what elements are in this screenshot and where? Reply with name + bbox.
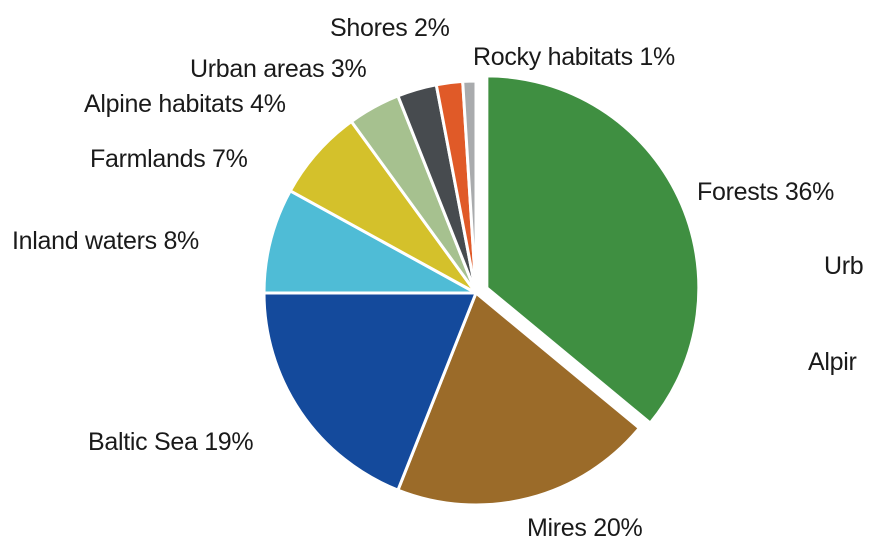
slice-label: Baltic Sea 19% bbox=[88, 428, 253, 456]
pie-labels: Forests 36% Mires 20% Baltic Sea 19% Inland… bbox=[12, 14, 834, 542]
slice-label: Farmlands 7% bbox=[90, 145, 248, 173]
slice-label: Urban areas 3% bbox=[190, 55, 367, 83]
pie-slice bbox=[461, 79, 478, 295]
cropped-label: Alpir bbox=[808, 348, 857, 376]
pie-slice bbox=[396, 291, 641, 507]
slice-label: Mires 20% bbox=[527, 514, 642, 542]
pie-slice bbox=[262, 291, 478, 492]
cropped-label: Urb bbox=[824, 252, 863, 280]
slice-label: Shores 2% bbox=[330, 14, 450, 42]
pie-slice bbox=[485, 74, 701, 425]
cropped-labels: Urb Alpir bbox=[808, 252, 864, 376]
slice-label: Alpine habitats 4% bbox=[84, 90, 286, 118]
slice-label: Rocky habitats 1% bbox=[473, 43, 675, 71]
slice-label: Inland waters 8% bbox=[12, 227, 199, 255]
pie-slices bbox=[262, 74, 701, 507]
pie-slice bbox=[262, 189, 478, 295]
slice-label: Forests 36% bbox=[697, 178, 834, 206]
